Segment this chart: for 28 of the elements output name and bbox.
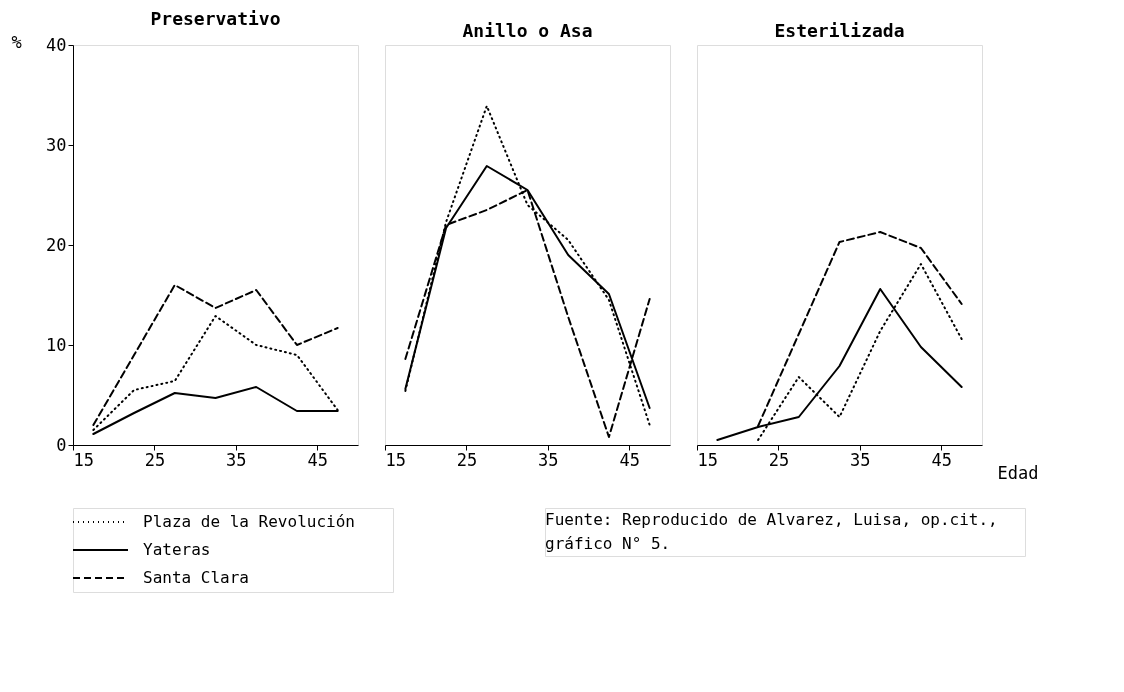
chart-title: Esterilizada <box>774 20 905 41</box>
y-tick-label: 20 <box>46 234 67 255</box>
x-tick-label: 45 <box>307 449 329 470</box>
y-tick-label: 10 <box>46 334 67 355</box>
y-axis-title: % <box>11 31 22 52</box>
x-tick-label: 15 <box>697 449 718 470</box>
line-series <box>92 284 339 426</box>
x-tick-label: 35 <box>850 449 871 470</box>
x-tick-label: 15 <box>385 449 406 470</box>
x-tick-label: 45 <box>931 449 953 470</box>
y-tick-label: 40 <box>46 34 67 55</box>
x-tick-label: 25 <box>144 449 166 470</box>
chart-title: Anillo o Asa <box>462 20 593 41</box>
text: gráfico N° 5. <box>545 534 671 553</box>
x-tick-label: 35 <box>226 449 247 470</box>
legend-label: Plaza de la Revolución <box>143 512 355 531</box>
y-tick-label: 30 <box>46 134 67 155</box>
x-tick-label: 45 <box>619 449 641 470</box>
x-tick-label: 15 <box>73 449 94 470</box>
x-tick-label: 25 <box>768 449 790 470</box>
y-tick-label: 0 <box>56 434 67 455</box>
legend-label: Santa Clara <box>143 568 249 587</box>
x-tick-label: 35 <box>538 449 559 470</box>
x-axis-title: Edad <box>997 462 1039 483</box>
x-tick-label: 25 <box>456 449 478 470</box>
chart-title: Preservativo <box>150 8 281 29</box>
legend-label: Yateras <box>143 540 211 559</box>
source-note: Fuente: Reproducido de Alvarez, Luisa, op.cit., <box>545 510 998 529</box>
